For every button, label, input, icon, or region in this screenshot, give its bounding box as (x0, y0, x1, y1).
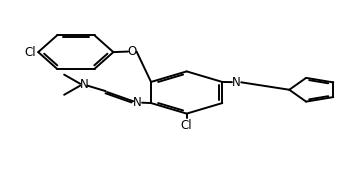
Text: N: N (133, 96, 142, 109)
Text: N: N (232, 76, 241, 89)
Text: N: N (79, 78, 88, 91)
Text: O: O (128, 45, 137, 58)
Text: Cl: Cl (181, 119, 192, 132)
Text: Cl: Cl (25, 46, 37, 59)
